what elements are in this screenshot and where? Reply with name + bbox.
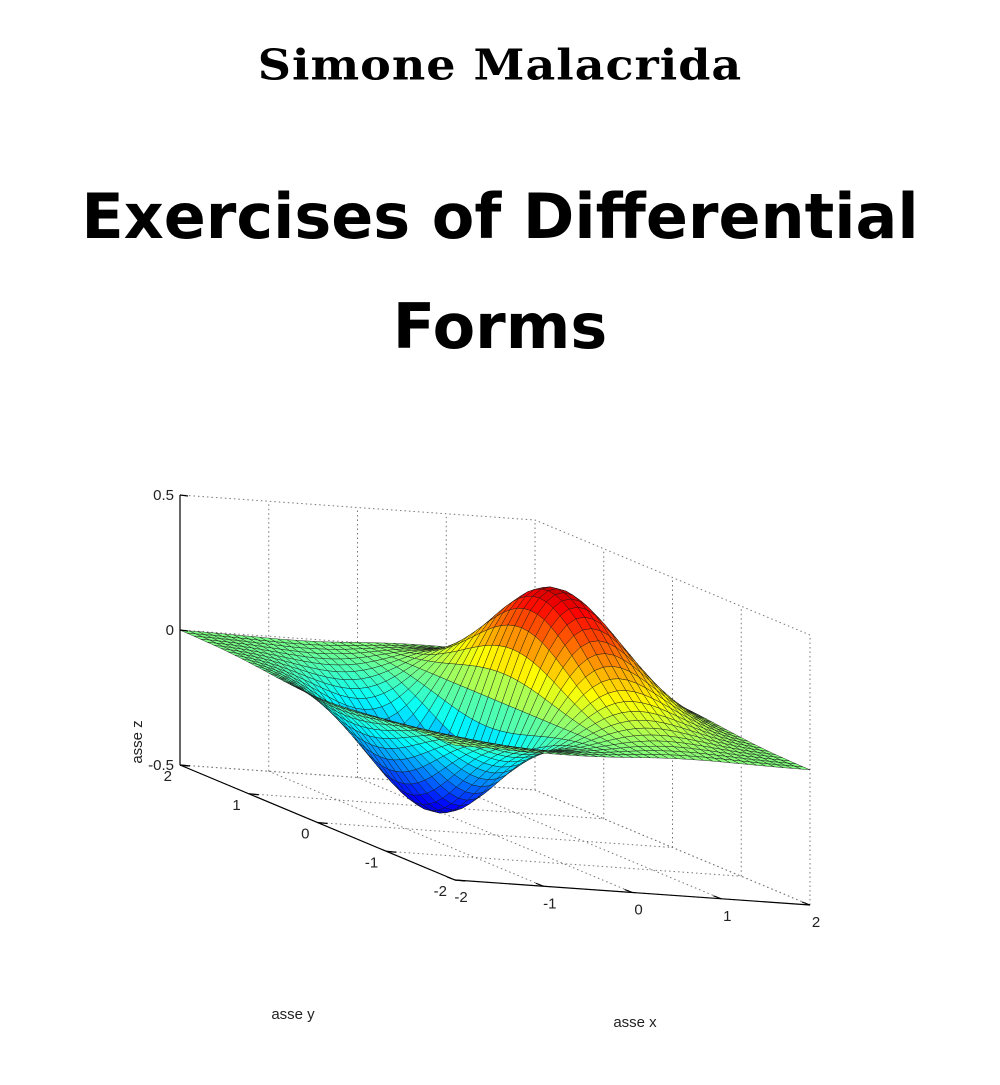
grid-line xyxy=(317,822,673,848)
y-tick-label: -1 xyxy=(365,854,378,871)
y-tick xyxy=(386,850,397,853)
grid-line xyxy=(534,519,811,636)
x-tick xyxy=(624,888,633,894)
book-title-line-2: Forms xyxy=(392,290,608,363)
x-tick-label: -1 xyxy=(543,895,556,912)
y-tick-label: -2 xyxy=(434,883,447,900)
y-tick-label: 0 xyxy=(301,826,309,843)
surface-patch xyxy=(448,742,464,747)
grid-line xyxy=(386,850,742,877)
grid-line xyxy=(179,764,536,791)
x-tick xyxy=(801,901,811,906)
x-axis-title: asse x xyxy=(613,1014,657,1031)
grid-line xyxy=(179,629,536,656)
x-tick xyxy=(535,882,544,887)
y-tick xyxy=(317,821,328,825)
surface-mesh xyxy=(179,586,811,814)
book-title: Exercises of Differential Forms xyxy=(0,162,1000,382)
grid-line xyxy=(268,770,544,887)
x-tick-label: 2 xyxy=(812,914,820,931)
grid-line xyxy=(179,494,536,521)
author-name: Simone Malacrida xyxy=(257,40,743,90)
plot-labels: -0.5 0 0.5 -2 -1 0 1 2 -2 -1 0 1 2 asse x asse y asse z xyxy=(129,487,820,1031)
y-axis-title: asse y xyxy=(271,1006,315,1023)
z-tick xyxy=(179,494,189,497)
y-tick xyxy=(248,793,259,796)
z-tick-label: -0.5 xyxy=(148,757,174,774)
y-tick-label: 1 xyxy=(232,797,240,814)
y-tick xyxy=(179,764,191,767)
z-tick-label: 0 xyxy=(166,622,174,639)
z-tick xyxy=(179,629,189,632)
x-tick xyxy=(446,876,456,881)
y-tick-label: 2 xyxy=(164,768,172,785)
plot-axes xyxy=(179,494,811,906)
x-tick-label: 1 xyxy=(723,908,731,925)
x-tick-label: -2 xyxy=(454,889,467,906)
y-tick xyxy=(454,879,466,882)
grid-line xyxy=(534,789,811,906)
grid-line xyxy=(248,793,604,820)
book-title-line-1: Exercises of Differential xyxy=(81,180,919,253)
plot-grid xyxy=(179,494,811,906)
grid-line xyxy=(357,777,633,893)
x-tick xyxy=(713,895,722,900)
z-axis-title: asse z xyxy=(129,720,146,763)
z-tick-label: 0.5 xyxy=(153,487,174,504)
x-tick-label: 0 xyxy=(634,902,642,919)
